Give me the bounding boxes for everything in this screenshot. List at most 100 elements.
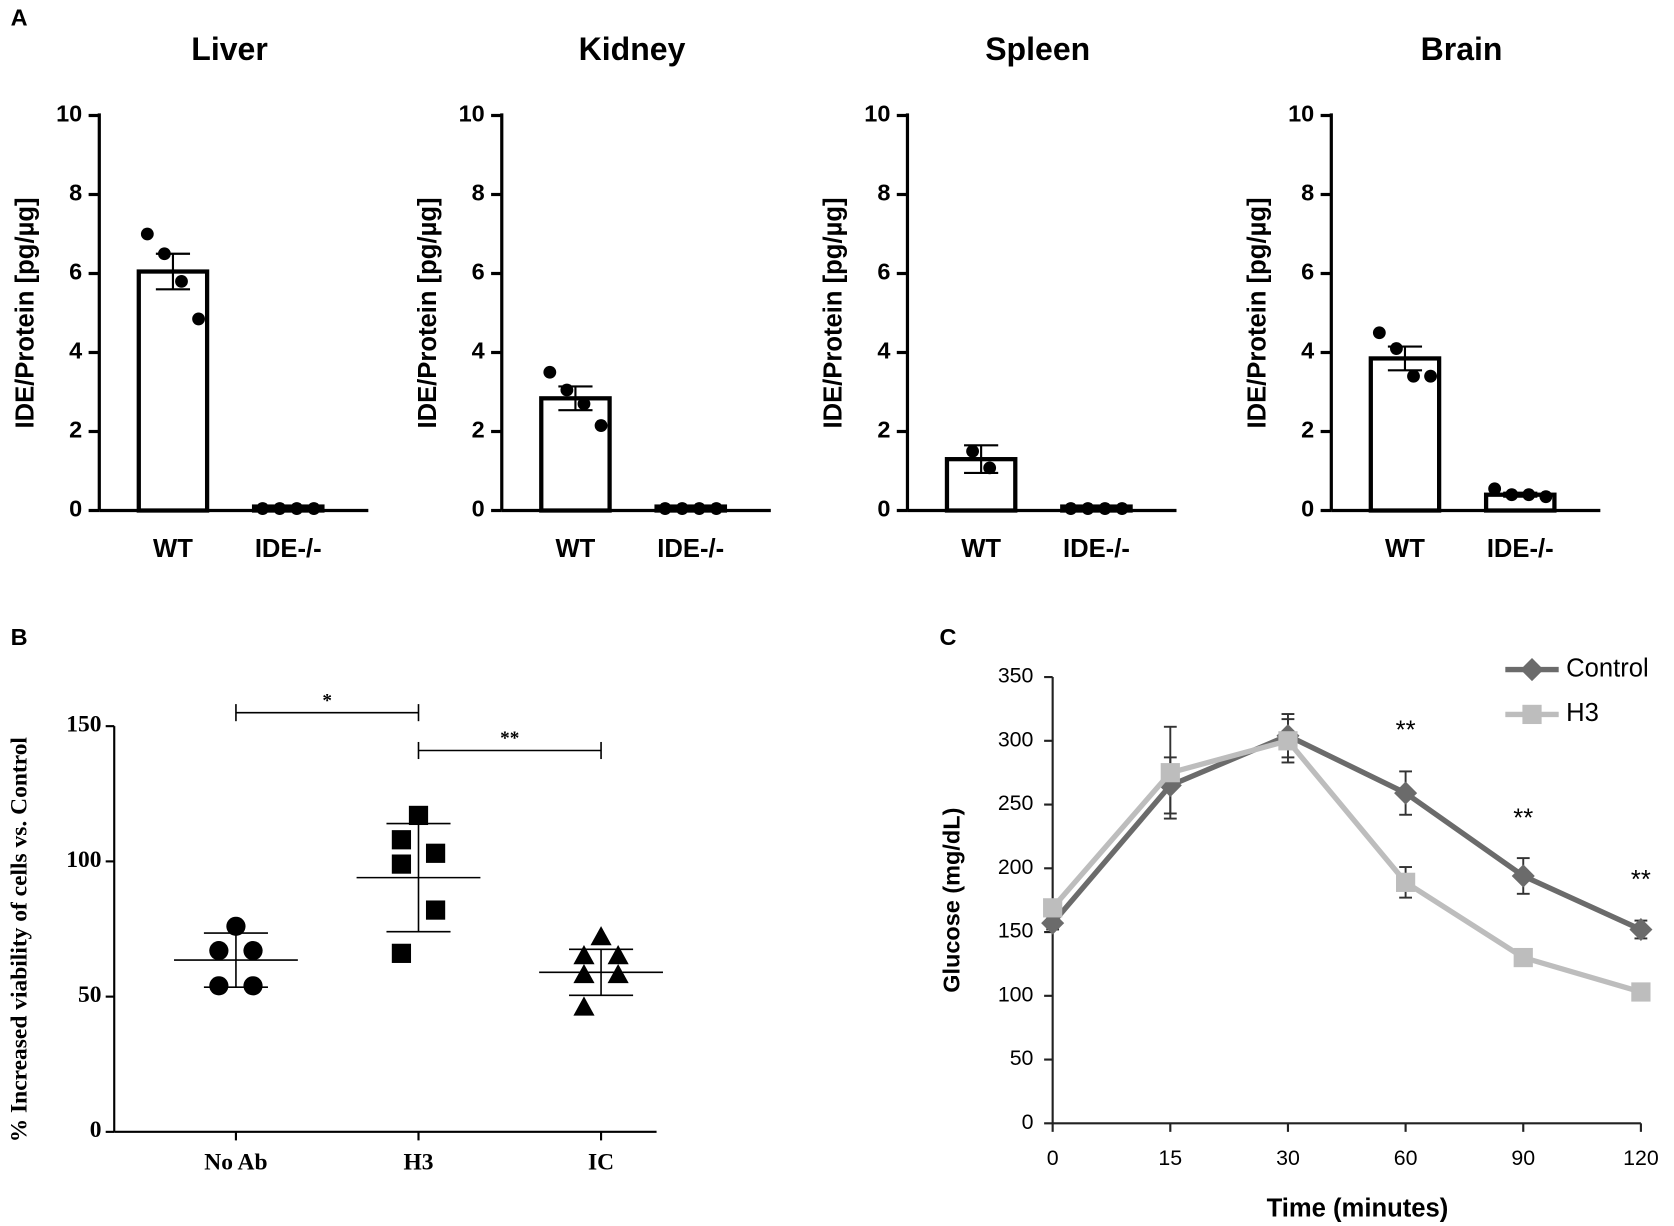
y-tick-label: 300 [998, 727, 1034, 751]
data-point [1115, 502, 1129, 515]
legend-label: H3 [1566, 699, 1599, 727]
data-point [1513, 947, 1533, 968]
y-axis-label: IDE/Protein [pg/µg] [11, 198, 39, 429]
data-point [1098, 502, 1112, 515]
y-axis-label: IDE/Protein [pg/µg] [1243, 198, 1271, 429]
data-point [1522, 488, 1536, 502]
y-axis-label: Glucose (mg/dL) [939, 808, 965, 993]
x-tick-label: IC [588, 1149, 614, 1175]
legend-label: Control [1566, 654, 1649, 682]
data-point [209, 976, 229, 996]
legend-marker [1522, 704, 1542, 725]
y-tick-label: 0 [1301, 496, 1314, 522]
y-tick-label: 150 [66, 712, 101, 738]
x-tick-label: H3 [403, 1149, 433, 1175]
y-tick-label: 50 [78, 982, 101, 1008]
data-point [1160, 763, 1180, 783]
data-point [1081, 502, 1095, 515]
data-point [983, 461, 997, 475]
x-tick-label: WT [961, 535, 1001, 563]
x-tick-label: 90 [1511, 1146, 1535, 1170]
bar [136, 269, 210, 513]
y-tick-label: 10 [1288, 101, 1314, 127]
y-tick-label: 10 [864, 101, 890, 127]
data-point [1390, 342, 1403, 355]
y-tick-label: 4 [877, 338, 890, 364]
data-point [1043, 898, 1063, 918]
data-point [1372, 326, 1386, 340]
y-axis-label: IDE/Protein [pg/µg] [414, 198, 442, 429]
data-point [158, 247, 171, 261]
x-tick-label: 0 [1047, 1146, 1059, 1170]
data-point [1395, 872, 1416, 892]
data-point [226, 916, 246, 936]
x-tick-label: IDE-/- [1063, 535, 1130, 563]
data-point [966, 444, 979, 458]
data-point [607, 963, 629, 984]
data-point [1539, 490, 1553, 504]
panel-label: C [939, 624, 956, 650]
y-tick-label: 6 [472, 259, 485, 285]
y-tick-label: 0 [472, 496, 485, 522]
y-tick-label: 2 [1301, 417, 1314, 443]
data-point [290, 502, 304, 515]
x-tick-label: 15 [1158, 1146, 1182, 1170]
data-point [573, 996, 595, 1016]
data-point [175, 274, 188, 288]
data-point [1278, 731, 1298, 751]
significance: ** [1631, 866, 1651, 894]
chart-title: Brain [1421, 31, 1503, 67]
significance: ** [1513, 805, 1533, 833]
chart-title: Kidney [579, 31, 686, 67]
data-point [1488, 482, 1502, 496]
data-point [1407, 369, 1420, 383]
y-tick-label: 0 [69, 496, 82, 522]
y-tick-label: 8 [69, 180, 82, 206]
data-point [1629, 917, 1653, 942]
significance: ** [1396, 717, 1416, 745]
x-tick-label: 30 [1276, 1146, 1300, 1170]
data-point [425, 900, 446, 920]
y-tick-label: 4 [69, 338, 82, 364]
data-point [675, 502, 689, 515]
data-point [391, 943, 412, 963]
panel-label: A [11, 5, 28, 31]
data-point [1505, 488, 1519, 502]
y-tick-label: 8 [1301, 180, 1314, 206]
legend-marker [1520, 658, 1544, 682]
x-tick-label: IDE-/- [255, 535, 322, 563]
y-tick-label: 4 [472, 338, 485, 364]
data-point [209, 941, 229, 961]
data-point [192, 312, 205, 326]
data-point [243, 941, 263, 961]
series-line [1050, 737, 1642, 995]
y-axis-label: IDE/Protein [pg/µg] [820, 198, 848, 429]
y-tick-label: 0 [877, 496, 890, 522]
y-tick-label: 6 [1301, 259, 1314, 285]
data-point [1424, 369, 1437, 383]
data-point [140, 227, 154, 241]
data-point [607, 945, 629, 965]
x-tick-label: WT [556, 535, 596, 563]
y-tick-label: 0 [90, 1117, 102, 1143]
y-tick-label: 2 [69, 417, 82, 443]
x-tick-label: 120 [1623, 1146, 1659, 1170]
x-tick-label: WT [1385, 535, 1425, 563]
significance: ** [500, 728, 519, 749]
data-point [1064, 502, 1078, 515]
y-tick-label: 250 [998, 791, 1034, 815]
data-point [1631, 982, 1651, 1002]
data-point [590, 926, 612, 946]
y-tick-label: 150 [998, 919, 1034, 943]
chart-title: Liver [191, 31, 268, 67]
y-tick-label: 8 [472, 180, 485, 206]
y-tick-label: 2 [472, 417, 485, 443]
y-tick-label: 0 [1022, 1110, 1034, 1134]
y-tick-label: 100 [66, 847, 101, 873]
y-tick-label: 8 [877, 180, 890, 206]
y-tick-label: 100 [998, 982, 1034, 1006]
data-point [408, 805, 429, 826]
y-tick-label: 350 [998, 664, 1034, 688]
